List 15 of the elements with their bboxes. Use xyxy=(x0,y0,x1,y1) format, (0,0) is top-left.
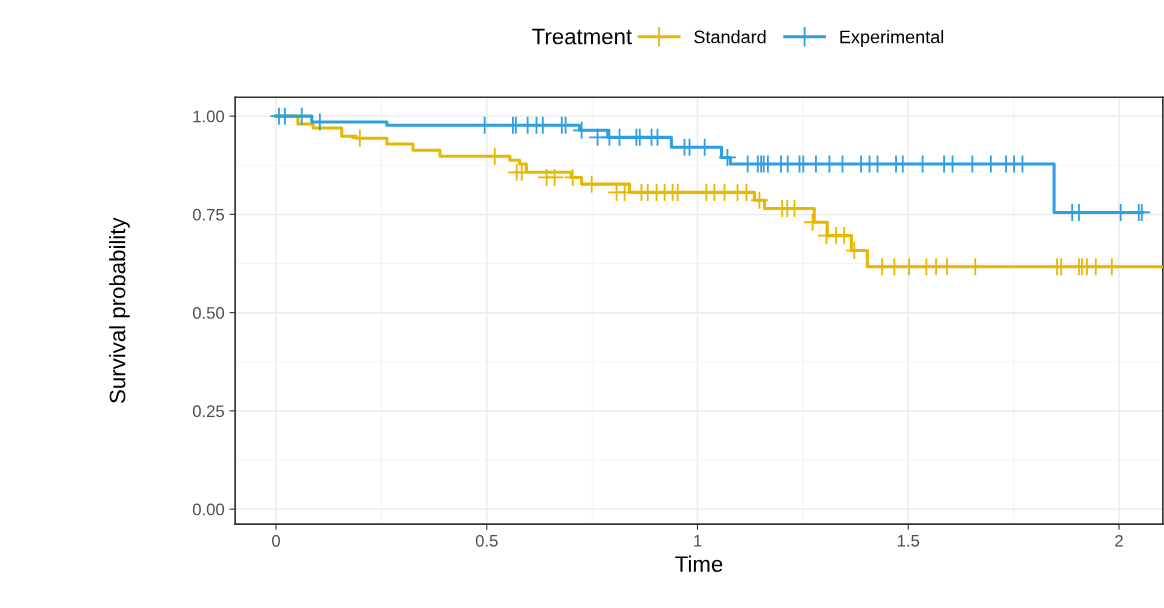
x-tick-label: 1.5 xyxy=(897,535,920,547)
legend-label: Experimental xyxy=(840,30,944,47)
x-tick-label: 0.5 xyxy=(475,534,498,547)
legend-label: Standard xyxy=(694,30,766,44)
x-tick-label: 0 xyxy=(272,534,280,547)
y-tick-label: 0.75 xyxy=(192,208,225,221)
legend-title: Treatment xyxy=(532,28,632,45)
y-tick-label: 0.50 xyxy=(192,307,225,319)
x-tick-label: 2 xyxy=(1115,534,1123,547)
y-tick-label: 0.00 xyxy=(192,503,225,516)
x-axis-title: Time xyxy=(675,555,723,572)
x-tick-label: 1 xyxy=(694,535,702,547)
y-tick-label: 0.25 xyxy=(192,405,225,418)
y-axis-title: Survival probability xyxy=(109,217,130,403)
y-tick-label: 1.00 xyxy=(193,110,225,123)
